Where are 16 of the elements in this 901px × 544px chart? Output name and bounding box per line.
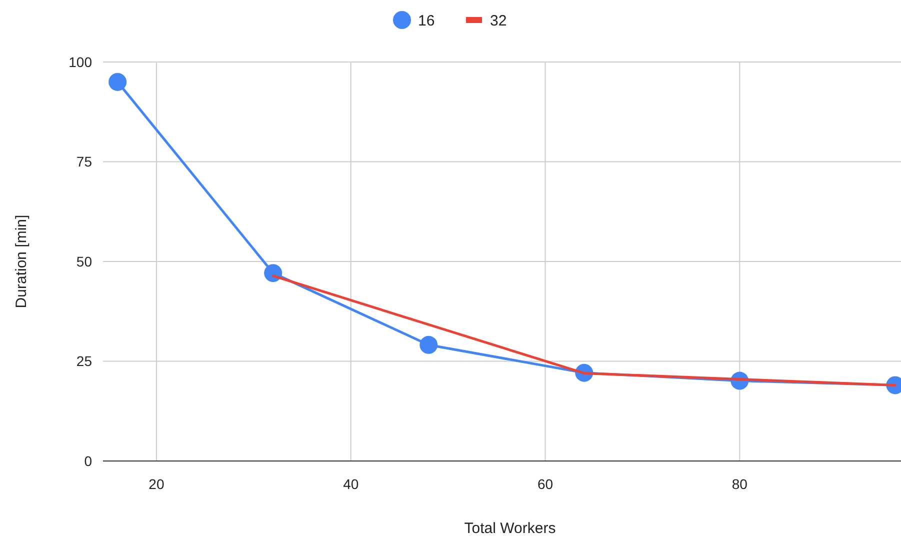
y-tick-label: 100 [68, 54, 92, 70]
legend-label: 32 [490, 12, 507, 30]
x-tick-label: 40 [343, 476, 359, 492]
point [108, 72, 127, 91]
x-tick-label: 80 [732, 476, 748, 492]
y-tick-label: 75 [76, 154, 92, 170]
x-tick-label: 20 [148, 476, 164, 492]
x-axis-title: Total Workers [464, 520, 556, 537]
point [420, 336, 438, 354]
y-axis-title: Duration [min] [13, 214, 30, 308]
y-tick-label: 0 [84, 452, 92, 469]
y-tick-label: 25 [76, 353, 92, 370]
legend-label: 16 [418, 12, 435, 30]
y-tick-label: 50 [76, 253, 92, 270]
x-tick-label: 60 [537, 476, 554, 492]
point [264, 264, 282, 282]
